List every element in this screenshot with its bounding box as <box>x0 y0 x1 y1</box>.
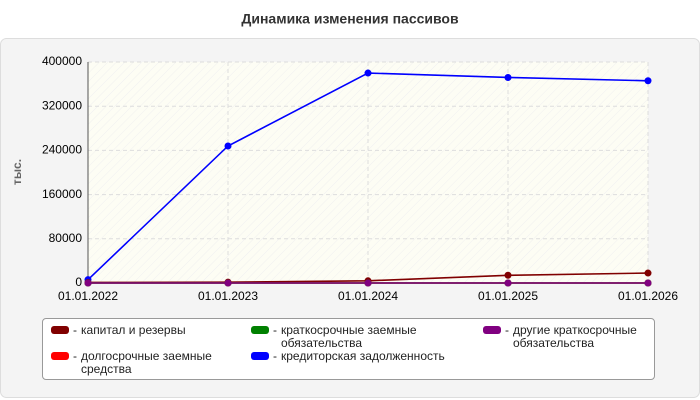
legend: - капитал и резервы - долгосрочные заемные … <box>42 318 655 380</box>
legend-dash: - <box>273 323 277 337</box>
plot-area <box>88 62 648 283</box>
legend-dash: - <box>505 323 509 337</box>
legend-item: - другие краткосрочные обязательства <box>483 324 653 350</box>
legend-dash: - <box>73 323 77 337</box>
x-tick-label: 01.01.2023 <box>198 289 258 303</box>
point <box>224 142 232 150</box>
legend-swatch <box>251 326 269 334</box>
y-tick-label: 320000 <box>42 98 82 112</box>
x-tick-label: 01.01.2022 <box>58 289 118 303</box>
legend-swatch <box>51 326 69 334</box>
x-tick-label: 01.01.2024 <box>338 289 398 303</box>
legend-item: - кредиторская задолженность <box>251 350 479 376</box>
point <box>364 69 372 77</box>
point <box>644 269 652 277</box>
point <box>644 77 652 85</box>
x-tick-label: 01.01.2025 <box>478 289 538 303</box>
legend-item: - долгосрочные заемные средства <box>51 350 247 376</box>
y-tick-label: 160000 <box>42 187 82 201</box>
point <box>504 271 512 279</box>
point <box>84 279 92 287</box>
legend-swatch <box>51 352 69 360</box>
legend-label: другие краткосрочные обязательства <box>513 323 637 350</box>
point <box>644 279 652 287</box>
legend-dash: - <box>273 349 277 363</box>
point <box>364 279 372 287</box>
point <box>224 279 232 287</box>
y-tick-label: 240000 <box>42 143 82 157</box>
legend-label: кредиторская задолженность <box>281 349 445 363</box>
legend-swatch <box>483 326 501 334</box>
legend-label: капитал и резервы <box>81 323 186 337</box>
legend-item: - краткосрочные заемные обязательства <box>251 324 479 350</box>
y-tick-label: 400000 <box>42 54 82 68</box>
legend-label: краткосрочные заемные обязательства <box>281 323 417 350</box>
y-axis-label: тыс. <box>10 159 24 185</box>
point <box>504 73 512 81</box>
point <box>504 279 512 287</box>
y-tick-label: 80000 <box>49 231 83 245</box>
x-tick-label: 01.01.2026 <box>618 289 678 303</box>
legend-swatch <box>251 352 269 360</box>
legend-dash: - <box>73 349 77 363</box>
legend-item: - капитал и резервы <box>51 324 247 350</box>
y-tick-label: 0 <box>75 275 82 289</box>
legend-label: долгосрочные заемные средства <box>81 349 212 376</box>
chart-title: Динамика изменения пассивов <box>241 11 459 27</box>
